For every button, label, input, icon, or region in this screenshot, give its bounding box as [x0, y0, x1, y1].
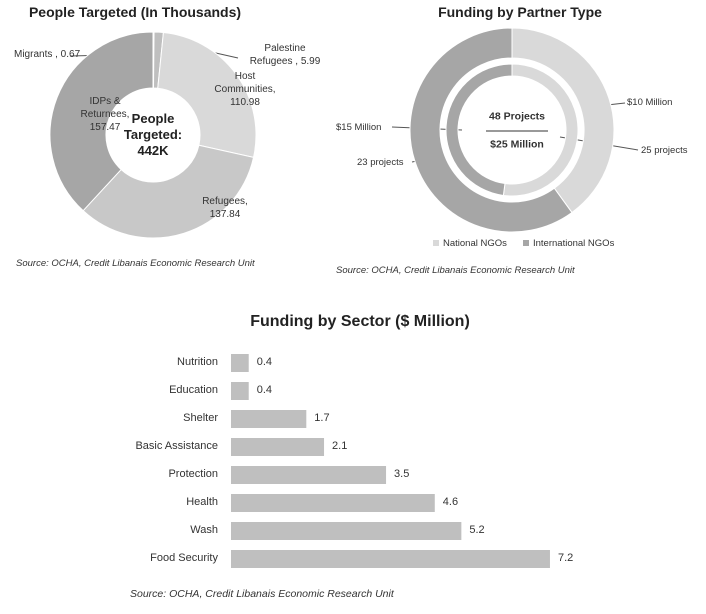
bar	[231, 382, 249, 400]
donut-slice	[445, 63, 513, 196]
value-label: 2.1	[332, 440, 348, 452]
bar	[231, 494, 435, 512]
category-label: Wash	[190, 524, 218, 536]
data-label: Refugees, 137.84	[202, 196, 248, 220]
value-label: 5.2	[469, 524, 485, 536]
value-label: 3.5	[394, 468, 410, 480]
source: Source: OCHA, Credit Libanais Economic R…	[336, 265, 575, 276]
center-label: People Targeted: 442K	[123, 111, 183, 158]
bar	[231, 410, 307, 428]
category-label: Health	[186, 496, 218, 508]
bar	[231, 466, 387, 484]
data-label: Palestine Refugees , 5.99	[249, 43, 321, 67]
value-label: 0.4	[256, 356, 273, 368]
donut-slice	[511, 27, 615, 214]
data-label: Migrants , 0.67	[14, 49, 81, 60]
bar	[231, 354, 249, 372]
bar	[231, 550, 550, 568]
value-label: 7.2	[557, 552, 574, 564]
legend-label: International NGOs	[533, 238, 615, 249]
category-label: Food Security	[150, 552, 218, 564]
category-label: Protection	[168, 468, 218, 480]
category-label: Basic Assistance	[135, 440, 218, 452]
chart-title: Funding by Sector ($ Million)	[250, 313, 470, 330]
value-label: 1.7	[314, 412, 330, 424]
value-label: 4.6	[442, 496, 459, 508]
category-label: Education	[169, 384, 218, 396]
chart-title: People Targeted (In Thousands)	[28, 4, 242, 20]
legend-swatch	[523, 240, 529, 246]
source: Source: OCHA, Credit Libanais Economic R…	[16, 258, 255, 269]
category-label: Nutrition	[177, 356, 218, 368]
donut-slice	[49, 31, 154, 212]
legend-label: National NGOs	[443, 238, 507, 249]
donut-slice	[82, 144, 255, 239]
data-label: IDPs & Returnees, 157.47	[80, 96, 130, 133]
data-label: 25 projects	[641, 145, 688, 156]
donut-slice	[409, 27, 573, 233]
value-label: 0.4	[256, 384, 273, 396]
legend-swatch	[433, 240, 439, 246]
center-label: 48 Projects	[488, 110, 546, 123]
category-label: Shelter	[183, 412, 218, 424]
data-label: 23 projects	[357, 157, 404, 168]
center-label: $25 Million	[490, 138, 544, 151]
bar	[231, 522, 462, 540]
source: Source: OCHA, Credit Libanais Economic R…	[130, 588, 394, 600]
donut-slice	[157, 31, 257, 158]
data-label: Host Communities, 110.98	[214, 71, 276, 108]
data-label: $15 Million	[336, 122, 382, 133]
data-label: $10 Million	[627, 97, 673, 108]
chart-title: Funding by Partner Type	[438, 4, 602, 20]
bar	[231, 438, 325, 456]
